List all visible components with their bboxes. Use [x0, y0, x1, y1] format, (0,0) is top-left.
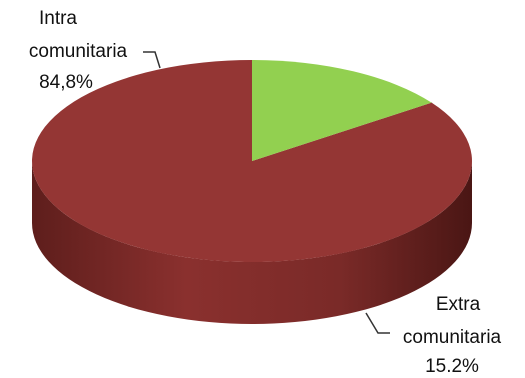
slice-label-intra-line2: comunitaria: [29, 41, 128, 62]
pie-slice-extra: [252, 60, 432, 161]
slice-value-extra: 15.2%: [425, 356, 479, 373]
leader-line-extra: [365, 312, 390, 334]
leader-line-intra: [143, 51, 161, 69]
slice-label-intra-line1: Intra: [39, 8, 77, 29]
slice-label-extra-line1: Extra: [436, 294, 481, 315]
slice-label-extra-line2: comunitaria: [403, 327, 502, 348]
pie-side-intra: [32, 161, 472, 324]
pie-slice-intra: [32, 60, 473, 262]
slice-value-intra: 84,8%: [39, 72, 93, 93]
